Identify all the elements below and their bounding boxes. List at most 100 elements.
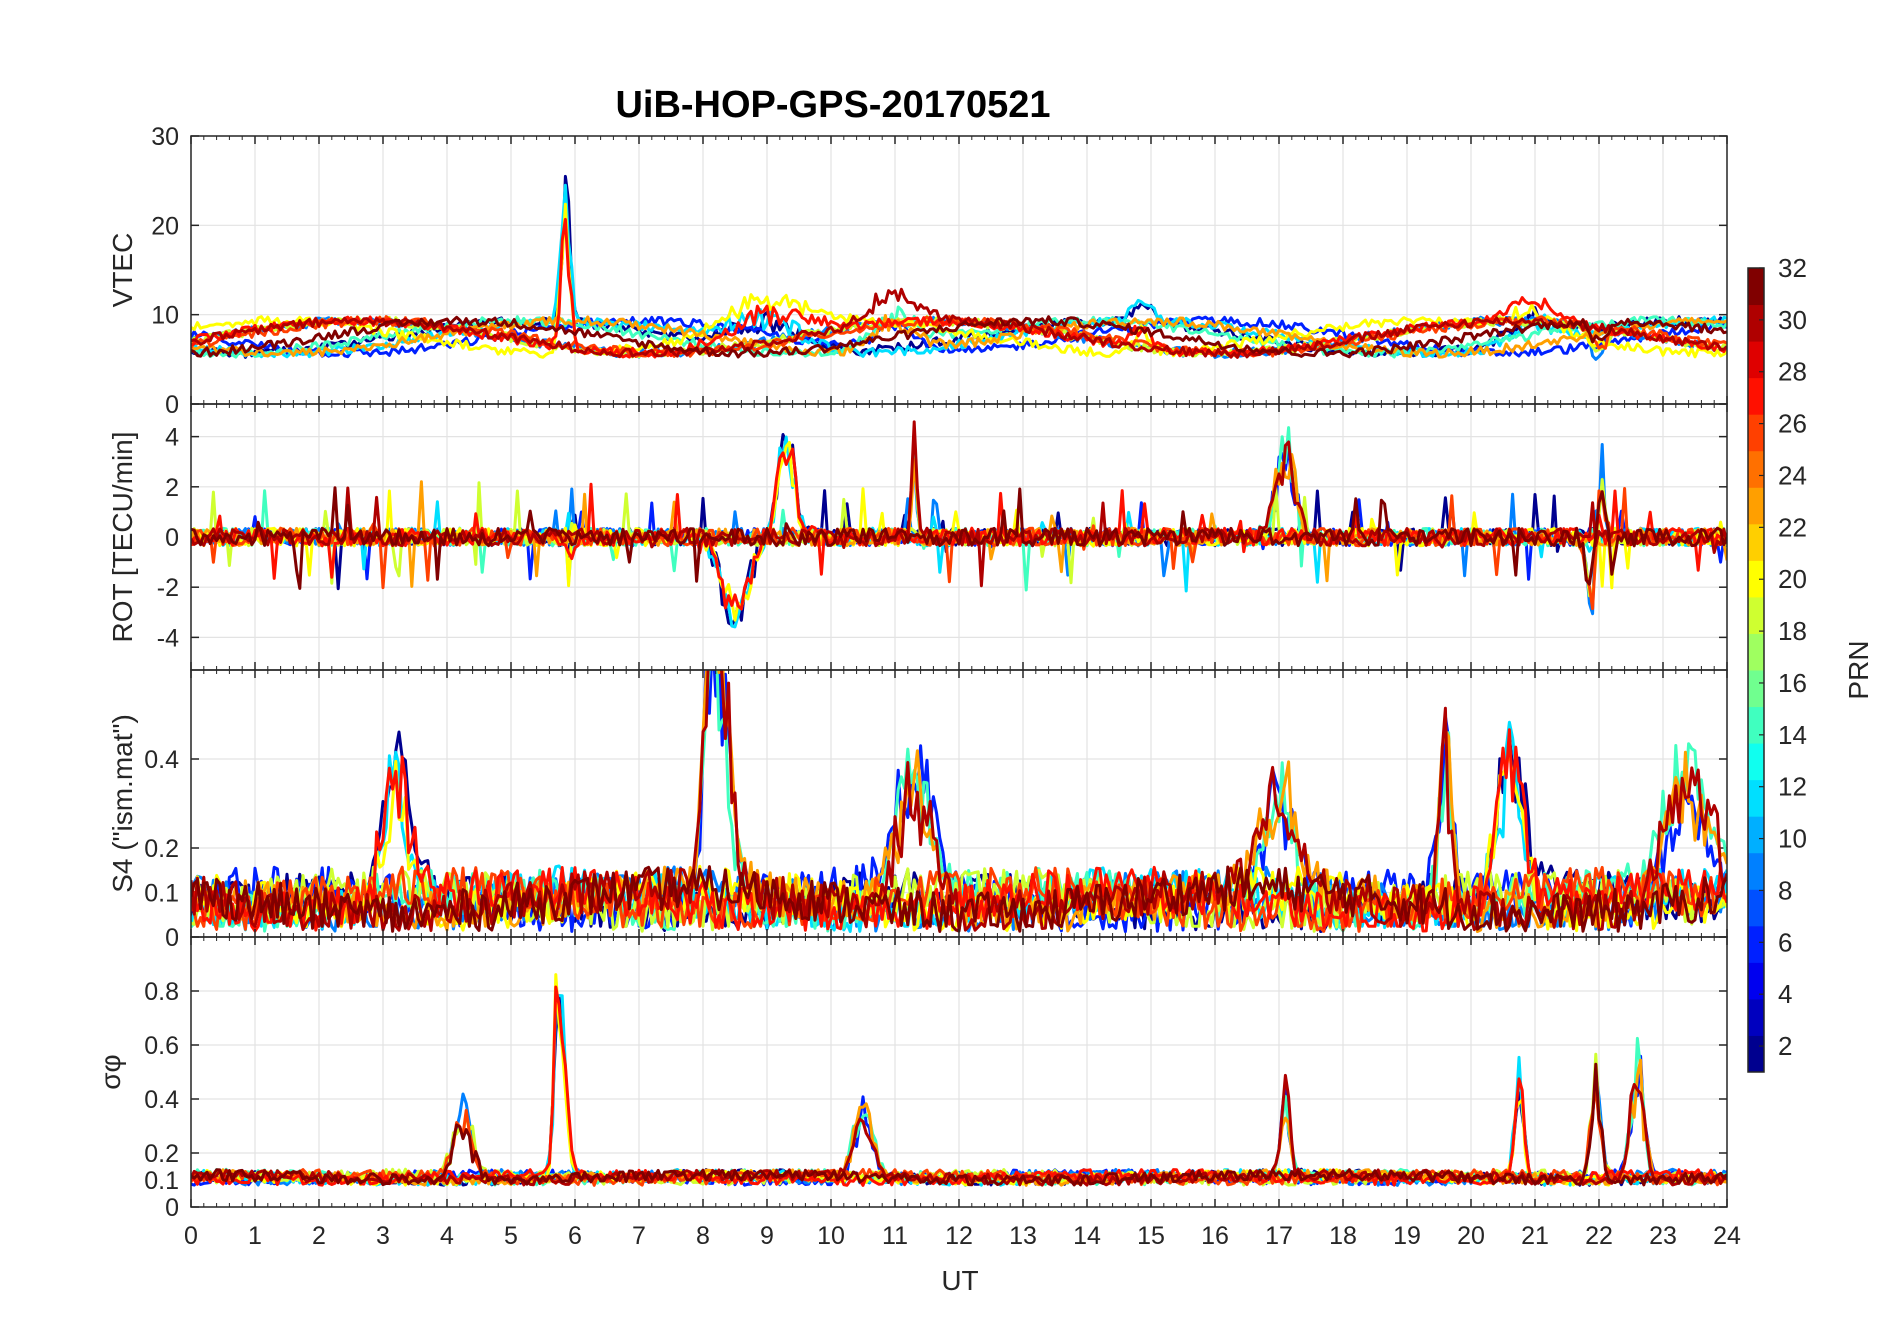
y-tick-label: 0.2	[144, 1140, 179, 1168]
x-tick-label: 15	[1137, 1222, 1165, 1250]
colorbar-tick-label: 2	[1778, 1031, 1792, 1061]
series-group	[191, 973, 1727, 1187]
colorbar-tick-label: 12	[1778, 772, 1807, 802]
x-tick-label: 12	[945, 1222, 973, 1250]
x-tick-label: 18	[1329, 1222, 1357, 1250]
colorbar-segment	[1748, 962, 1764, 1000]
x-tick-label: 7	[632, 1222, 646, 1250]
colorbar-segment	[1748, 633, 1764, 671]
colorbar-segment	[1748, 560, 1764, 598]
colorbar-segment	[1748, 304, 1764, 342]
x-axis: 0 1 2 3 4 5 6 7 8 9 10 11 12 13 14 15 16 17 18 19 20 21 22 23 24	[184, 1222, 1741, 1250]
y-tick-label: 0.6	[144, 1032, 179, 1060]
x-tick-label: 13	[1009, 1222, 1037, 1250]
x-tick-label: 24	[1713, 1222, 1741, 1250]
y-tick-label: -2	[157, 574, 179, 602]
y-tick-label: 30	[151, 123, 179, 151]
colorbar-tick-label: 26	[1778, 409, 1807, 439]
x-tick-label: 0	[184, 1222, 198, 1250]
x-tick-label: 2	[312, 1222, 326, 1250]
colorbar-tick-label: 10	[1778, 824, 1807, 854]
colorbar-segment	[1748, 998, 1764, 1036]
colorbar-segment	[1748, 596, 1764, 634]
colorbar-segment	[1748, 925, 1764, 963]
series-line	[191, 486, 1727, 590]
colorbar-tick-label: 8	[1778, 875, 1792, 905]
y-tick-label: 0.2	[144, 835, 179, 863]
x-tick-label: 22	[1585, 1222, 1613, 1250]
panel-3: 0 0.1 0.2 0.4S4 ("ism.mat")	[107, 669, 1728, 952]
panel-4: 00.10.2 0.4 0.6 0.8 σφ	[95, 936, 1728, 1222]
colorbar-segment	[1748, 450, 1764, 488]
y-tick-label: 0.8	[144, 978, 179, 1006]
panel-1: 0 10 20 30 VTEC	[107, 123, 1728, 419]
x-tick-label: 4	[440, 1222, 454, 1250]
x-tick-label: 1	[248, 1222, 262, 1250]
x-tick-label: 19	[1393, 1222, 1421, 1250]
y-tick-label: 0.4	[144, 746, 179, 774]
colorbar-segment	[1748, 816, 1764, 854]
colorbar-segment	[1748, 377, 1764, 415]
colorbar-segment	[1748, 523, 1764, 561]
colorbar-segment	[1748, 743, 1764, 781]
panel-2: -4 -2 0 2 4 ROT [TECU/min]	[107, 403, 1728, 671]
x-tick-label: 8	[696, 1222, 710, 1250]
colorbar-tick-label: 24	[1778, 460, 1807, 490]
panel-frame	[190, 936, 1728, 1208]
colorbar-tick-label: 22	[1778, 512, 1807, 542]
colorbar-tick-label: 16	[1778, 668, 1807, 698]
y-axis-label: σφ	[95, 1054, 126, 1089]
colorbar-tick-label: 6	[1778, 927, 1792, 957]
y-tick-label: 0	[165, 924, 179, 952]
colorbar-tick-label: 20	[1778, 564, 1807, 594]
colorbar-label: PRN	[1843, 640, 1874, 699]
y-tick-label: 2	[165, 474, 179, 502]
colorbar-segment	[1748, 779, 1764, 817]
x-tick-label: 5	[504, 1222, 518, 1250]
series-group	[191, 420, 1727, 629]
colorbar-segment	[1748, 889, 1764, 927]
y-tick-label: 4	[165, 424, 179, 452]
y-tick-label: 0	[165, 391, 179, 419]
y-axis-label: ROT [TECU/min]	[107, 431, 138, 642]
colorbar-segment	[1748, 414, 1764, 452]
colorbar-tick-label: 30	[1778, 305, 1807, 335]
colorbar-tick-label: 14	[1778, 720, 1807, 750]
colorbar-segment	[1748, 670, 1764, 708]
x-tick-label: 10	[817, 1222, 845, 1250]
x-tick-label: 9	[760, 1222, 774, 1250]
series-line	[191, 314, 1727, 359]
x-tick-label: 17	[1265, 1222, 1293, 1250]
x-tick-label: 14	[1073, 1222, 1101, 1250]
colorbar-segment	[1748, 268, 1764, 306]
colorbar-frame	[1747, 267, 1765, 1073]
y-tick-label: 0.1	[144, 880, 179, 908]
x-tick-label: 11	[882, 1222, 908, 1250]
colorbar-tick-label: 18	[1778, 616, 1807, 646]
x-tick-label: 20	[1457, 1222, 1485, 1250]
colorbar-segment	[1748, 1035, 1764, 1073]
x-tick-label: 6	[568, 1222, 582, 1250]
x-tick-label: 21	[1521, 1222, 1549, 1250]
y-tick-label: 0.1	[144, 1167, 179, 1195]
colorbar-segment	[1748, 341, 1764, 379]
chart-title: UiB-HOP-GPS-20170521	[615, 84, 1050, 126]
colorbar-segment	[1748, 706, 1764, 744]
y-axis-label: VTEC	[107, 233, 138, 308]
series-line	[191, 287, 1727, 359]
series-group	[191, 174, 1727, 361]
colorbar-segment	[1748, 487, 1764, 525]
colorbar-tick-label: 4	[1778, 979, 1792, 1009]
y-tick-label: 0	[165, 1194, 179, 1222]
series-line	[191, 315, 1727, 359]
y-tick-label: 20	[151, 212, 179, 240]
x-axis-label: UT	[941, 1265, 978, 1296]
series-line	[191, 1062, 1727, 1187]
y-axis-label: S4 ("ism.mat")	[107, 714, 138, 893]
y-tick-label: 0	[165, 524, 179, 552]
y-tick-label: -4	[157, 624, 179, 652]
series-line	[191, 1083, 1727, 1187]
